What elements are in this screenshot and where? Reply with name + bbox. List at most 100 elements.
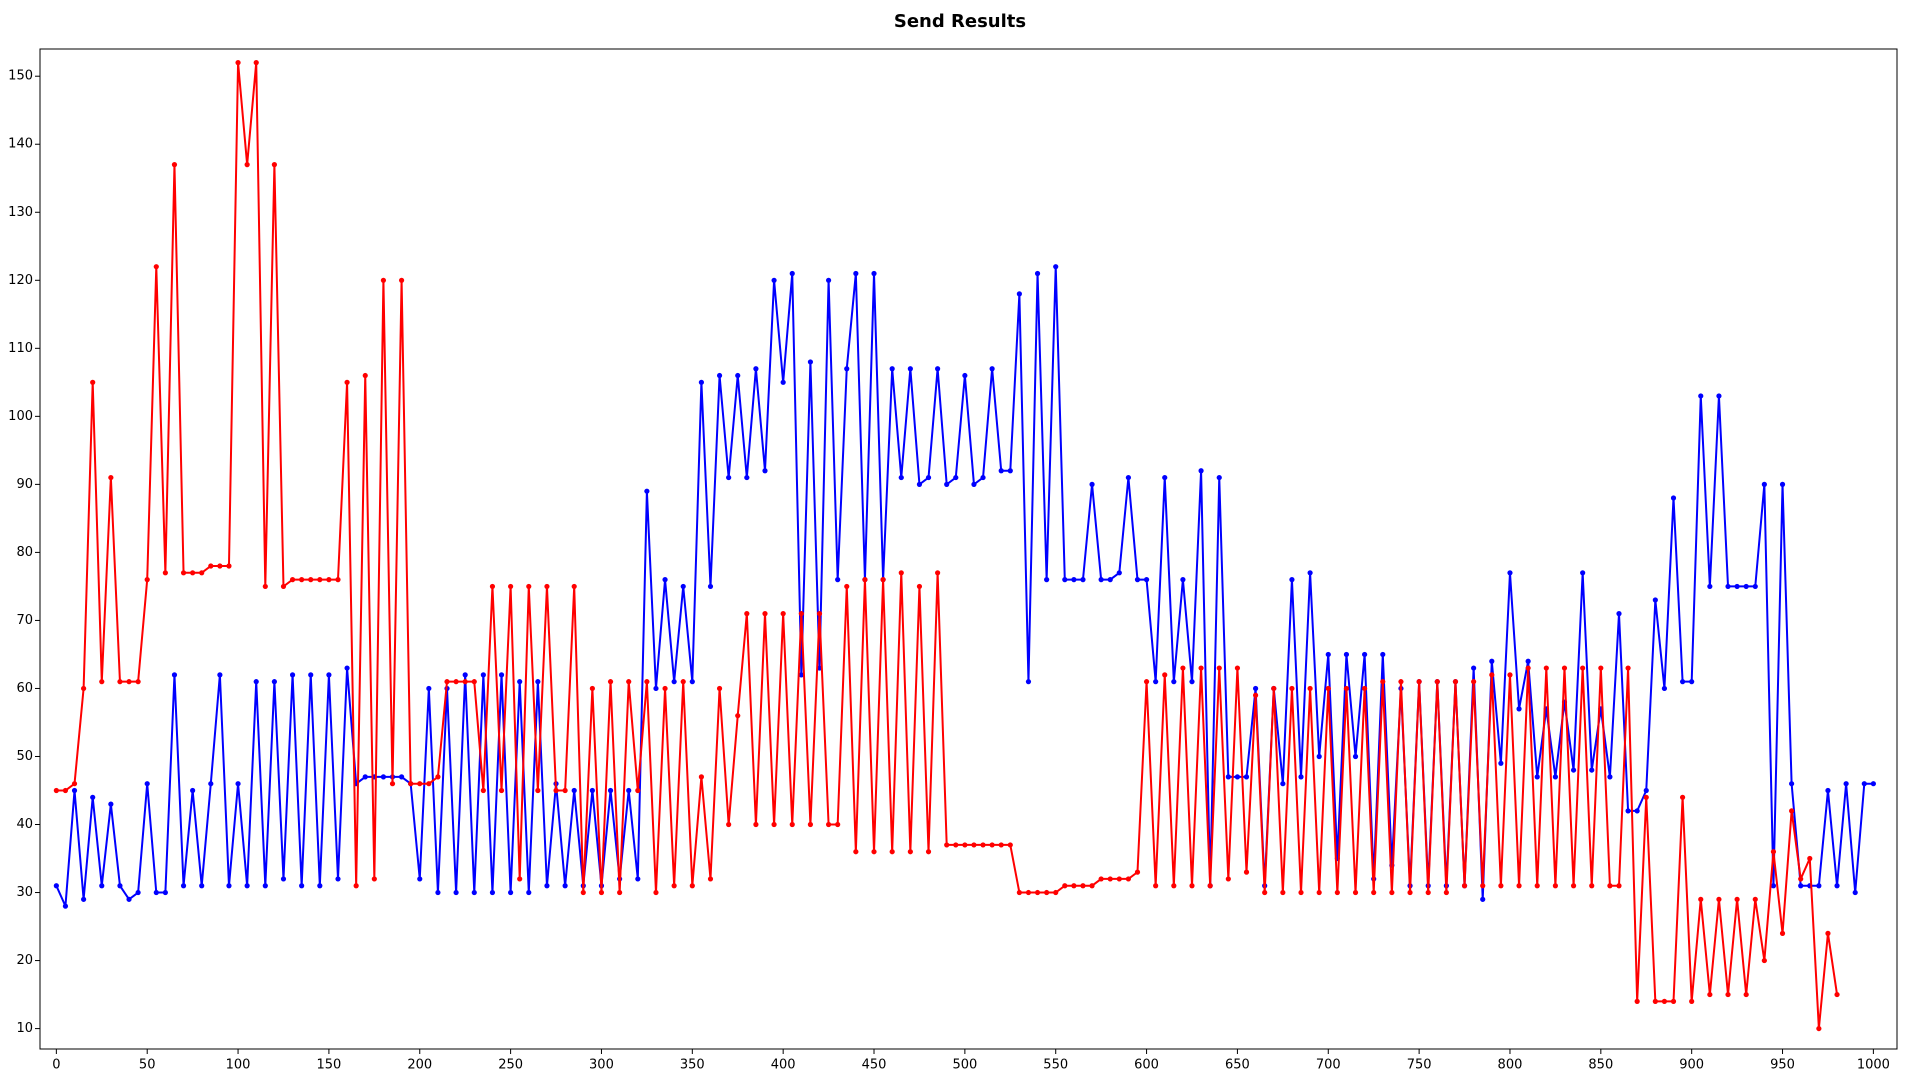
- data-point: [144, 577, 150, 583]
- data-point: [1734, 896, 1740, 902]
- data-point: [1480, 896, 1486, 902]
- y-tick-label: 90: [16, 477, 33, 492]
- x-tick-label: 200: [407, 1058, 432, 1073]
- data-point: [1198, 665, 1204, 671]
- data-point: [1607, 774, 1613, 780]
- data-point: [989, 366, 995, 372]
- data-point: [1162, 672, 1168, 678]
- data-point: [589, 685, 595, 692]
- data-point: [1416, 679, 1422, 685]
- data-point: [226, 563, 232, 569]
- x-tick-label: 450: [862, 1058, 887, 1073]
- data-point: [816, 611, 823, 617]
- data-point: [762, 468, 768, 474]
- data-point: [498, 672, 505, 678]
- data-point: [1525, 658, 1531, 664]
- data-point: [707, 583, 714, 590]
- data-point: [480, 787, 486, 794]
- data-point: [199, 570, 205, 576]
- data-point: [1243, 869, 1250, 875]
- y-tick-label: 50: [16, 749, 33, 764]
- data-point: [844, 366, 850, 372]
- x-tick-label: 500: [952, 1058, 977, 1073]
- data-point: [417, 876, 423, 882]
- data-point: [1189, 679, 1195, 685]
- data-point: [1025, 889, 1032, 896]
- data-point: [1143, 679, 1150, 685]
- data-point: [898, 474, 904, 481]
- data-point: [1543, 665, 1549, 671]
- data-point: [880, 577, 886, 583]
- data-point: [971, 481, 977, 487]
- data-point: [180, 883, 187, 889]
- data-point: [980, 474, 986, 481]
- data-point: [925, 849, 932, 855]
- data-point: [1670, 495, 1677, 501]
- data-point: [289, 577, 296, 583]
- data-point: [1234, 774, 1241, 780]
- x-tick-label: 100: [226, 1058, 251, 1073]
- data-point: [662, 685, 668, 692]
- data-point: [108, 801, 114, 807]
- data-point: [1689, 998, 1695, 1004]
- data-point: [771, 821, 777, 828]
- data-point: [135, 889, 141, 896]
- data-point: [1125, 876, 1131, 882]
- data-point: [635, 876, 641, 882]
- data-point: [953, 474, 959, 481]
- data-point: [53, 883, 59, 889]
- data-point: [117, 679, 123, 685]
- data-point: [380, 277, 387, 283]
- data-point: [1216, 665, 1222, 671]
- data-point: [998, 468, 1004, 474]
- data-point: [417, 781, 423, 787]
- data-point: [1016, 291, 1022, 297]
- data-point: [726, 821, 732, 828]
- data-point: [1616, 611, 1622, 617]
- data-point: [335, 577, 341, 583]
- data-point: [1525, 665, 1531, 671]
- data-point: [1798, 876, 1804, 882]
- data-point: [71, 787, 78, 794]
- data-point: [1570, 883, 1577, 889]
- data-point: [1343, 685, 1350, 692]
- y-tick-label: 130: [8, 205, 33, 220]
- data-point: [553, 787, 559, 794]
- x-tick-label: 950: [1770, 1058, 1795, 1073]
- data-point: [1062, 883, 1068, 889]
- data-point: [235, 60, 241, 66]
- data-point: [1107, 876, 1113, 882]
- data-point: [825, 277, 832, 283]
- data-point: [517, 679, 523, 685]
- data-point: [280, 876, 287, 882]
- data-point: [1380, 651, 1386, 658]
- data-point: [925, 474, 932, 481]
- data-point: [644, 488, 650, 494]
- y-tick-label: 40: [16, 817, 33, 832]
- data-point: [1552, 883, 1558, 889]
- data-point: [1334, 889, 1340, 896]
- data-point: [1598, 665, 1604, 671]
- data-point: [1280, 781, 1286, 787]
- data-point: [1389, 889, 1395, 896]
- data-point: [1489, 672, 1495, 678]
- data-point: [626, 787, 632, 794]
- x-tick-label: 800: [1498, 1058, 1523, 1073]
- data-point: [807, 821, 814, 828]
- data-point: [1153, 679, 1159, 685]
- data-point: [1534, 883, 1540, 889]
- data-point: [380, 774, 387, 780]
- data-point: [1443, 889, 1449, 896]
- series-line: [56, 62, 1839, 1029]
- data-point: [844, 583, 850, 590]
- y-tick-label: 30: [16, 885, 33, 900]
- data-point: [162, 889, 168, 896]
- data-point: [1679, 794, 1686, 800]
- data-point: [1816, 1025, 1822, 1032]
- series-line: [55, 266, 1874, 907]
- data-point: [1044, 577, 1050, 583]
- data-point: [1116, 876, 1122, 882]
- data-point: [1698, 896, 1704, 902]
- data-point: [1034, 270, 1041, 277]
- data-point: [853, 270, 859, 277]
